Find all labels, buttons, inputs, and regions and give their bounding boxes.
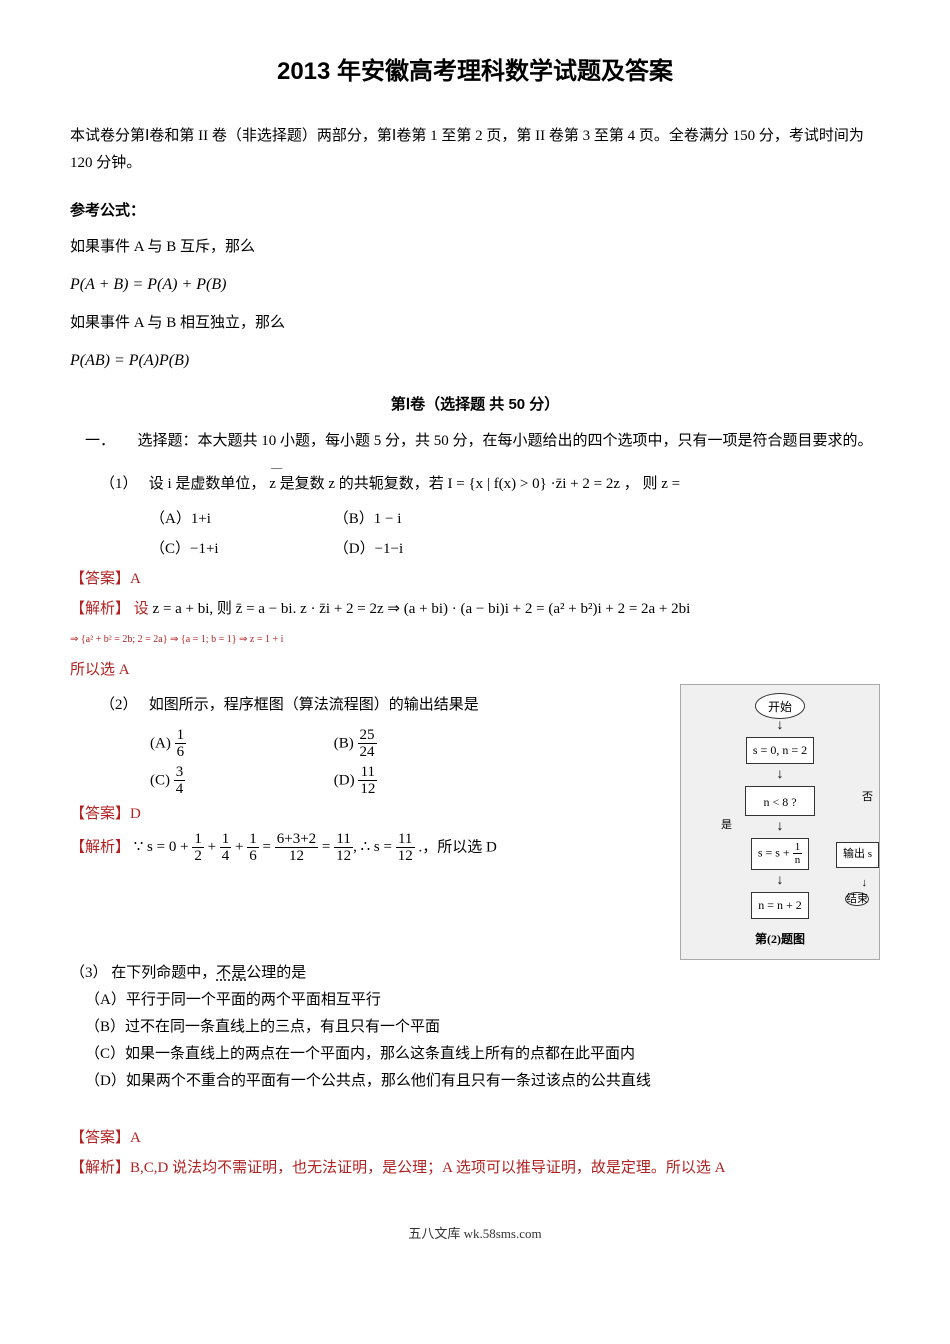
- q1-sol-small: ⇒ {a² + b² = 2b; 2 = 2a} ⇒ {a = 1; b = 1…: [70, 631, 880, 649]
- ref-line1: 如果事件 A 与 B 互斥，那么: [70, 234, 880, 261]
- q2-sol-label: 【解析】: [70, 839, 130, 855]
- fc-cond-yes: 是: [721, 816, 732, 836]
- q1-optD: −1−i: [375, 541, 404, 557]
- q2-sol-therefore: ∴ s =: [361, 839, 396, 855]
- fc-caption: 第(2)题图: [689, 929, 871, 951]
- part1-intro: 一． 选择题：本大题共 10 小题，每小题 5 分，共 50 分，在每小题给出的…: [70, 428, 880, 455]
- part1-intro-head: 一．: [85, 433, 115, 449]
- q1-stem-mid: 是复数 z 的共轭复数，若: [280, 476, 448, 492]
- q2-sol-because: ∵ s = 0 +: [134, 839, 193, 855]
- q2-solution: 【解析】 ∵ s = 0 + 12 + 14 + 16 = 6+3+212 = …: [70, 831, 670, 865]
- fc-update-s: s = s + 1n: [751, 838, 809, 869]
- q3-optA: （A）平行于同一个平面的两个平面相互平行: [85, 987, 880, 1014]
- q2-answer: 【答案】D: [70, 801, 670, 828]
- q3-answer: 【答案】A: [70, 1125, 880, 1152]
- q2-optA-d: 6: [175, 744, 187, 761]
- q2-optC-d: 4: [174, 781, 186, 798]
- q1-answer: 【答案】A: [70, 566, 880, 593]
- q3-num: （3）: [70, 965, 108, 981]
- fc-init: s = 0, n = 2: [746, 737, 814, 765]
- q1-sol-label: 【解析】: [70, 601, 130, 617]
- q1-conclusion: 所以选 A: [70, 657, 880, 684]
- page-title: 2013 年安徽高考理科数学试题及答案: [70, 50, 880, 93]
- arrow-icon: ↓: [777, 820, 784, 834]
- question-2: （2） 如图所示，程序框图（算法流程图）的输出结果是: [100, 692, 670, 719]
- q1-solution: 【解析】 设 z = a + bi, 则 z̄ = a − bi. z · z̄…: [70, 596, 880, 623]
- q2-sol-end: .，所以选 D: [418, 839, 496, 855]
- q3-optD: （D）如果两个不重合的平面有一个公共点，那么他们有且只有一条过该点的公共直线: [85, 1068, 880, 1095]
- q3-options: （A）平行于同一个平面的两个平面相互平行 （B）过不在同一条直线上的三点，有且只…: [70, 987, 880, 1095]
- ref-formula-head: 参考公式：: [70, 197, 880, 224]
- fc-output: 输出 s: [836, 838, 879, 872]
- q3-optB: （B）过不在同一条直线上的三点，有且只有一个平面: [85, 1014, 880, 1041]
- q1-optC: −1+i: [190, 541, 219, 557]
- q2-optB-d: 24: [358, 744, 377, 761]
- fc-end: 结束: [845, 892, 869, 906]
- fc-start: 开始: [755, 693, 805, 719]
- q1-optB: 1 − i: [374, 511, 402, 527]
- q3-sol-body: B,C,D 说法均不需证明，也无法证明，是公理；A 选项可以推导证明，故是定理。…: [130, 1160, 725, 1176]
- q2-stem: 如图所示，程序框图（算法流程图）的输出结果是: [149, 697, 479, 713]
- part1-intro-body: 选择题：本大题共 10 小题，每小题 5 分，共 50 分，在每小题给出的四个选…: [138, 433, 873, 449]
- flowchart-q2: 开始 ↓ s = 0, n = 2 ↓ n < 8 ? 否 是 ↓ s = s …: [680, 684, 880, 960]
- q1-stem-cond: I = {x | f(x) > 0} ·z̄i + 2 = 2z ， 则 z =: [448, 476, 681, 492]
- formula-1: P(A + B) = P(A) + P(B): [70, 271, 880, 300]
- q3-solution: 【解析】B,C,D 说法均不需证明，也无法证明，是公理；A 选项可以推导证明，故…: [70, 1155, 880, 1182]
- q3-stem-post: 公理的是: [246, 965, 306, 981]
- ref-line2: 如果事件 A 与 B 相互独立，那么: [70, 310, 880, 337]
- q2-optC-n: 3: [174, 764, 186, 782]
- q3-sol-label: 【解析】: [70, 1160, 130, 1176]
- question-3: （3） 在下列命题中，不是公理的是: [70, 960, 880, 987]
- q3-optC: （C）如果一条直线上的两点在一个平面内，那么这条直线上所有的点都在此平面内: [85, 1041, 880, 1068]
- q2-optA-n: 1: [175, 727, 187, 745]
- q3-stem-dotted: 不是: [216, 965, 246, 981]
- q1-optA: 1+i: [191, 511, 211, 527]
- q2-optD-d: 12: [358, 781, 377, 798]
- part1-title: 第Ⅰ卷（选择题 共 50 分）: [70, 391, 880, 418]
- q2-options: (A) 16 (B) 2524 (C) 34 (D) 1112: [150, 727, 670, 798]
- q1-sol-body: z = a + bi, 则 z̄ = a − bi. z · z̄i + 2 =…: [153, 601, 691, 617]
- q1-options: （A）1+i （B）1 − i （C）−1+i （D）−1−i: [150, 506, 880, 563]
- question-1: （1） 设 i 是虚数单位， —z 是复数 z 的共轭复数，若 I = {x |…: [100, 465, 880, 498]
- q2-optB-n: 25: [358, 727, 377, 745]
- q1-num: （1）: [100, 476, 138, 492]
- intro-text: 本试卷分第Ⅰ卷和第 II 卷（非选择题）两部分，第Ⅰ卷第 1 至第 2 页，第 …: [70, 123, 880, 177]
- fc-cond-no: 否: [862, 788, 873, 808]
- arrow-icon: ↓: [689, 768, 871, 782]
- fc-cond: n < 8 ?: [745, 786, 815, 816]
- q1-stem-pre: 设 i 是虚数单位，: [149, 476, 266, 492]
- page-footer: 五八文库 wk.58sms.com: [70, 1222, 880, 1245]
- q2-optD-n: 11: [358, 764, 377, 782]
- q2-num: （2）: [100, 697, 138, 713]
- formula-2: P(AB) = P(A)P(B): [70, 347, 880, 376]
- q1-sol-setup: 设: [134, 601, 149, 617]
- arrow-icon: ↓: [777, 874, 784, 888]
- q3-stem-pre: 在下列命题中，: [111, 965, 216, 981]
- arrow-icon: ↓: [689, 719, 871, 733]
- fc-update-n: n = n + 2: [751, 892, 809, 920]
